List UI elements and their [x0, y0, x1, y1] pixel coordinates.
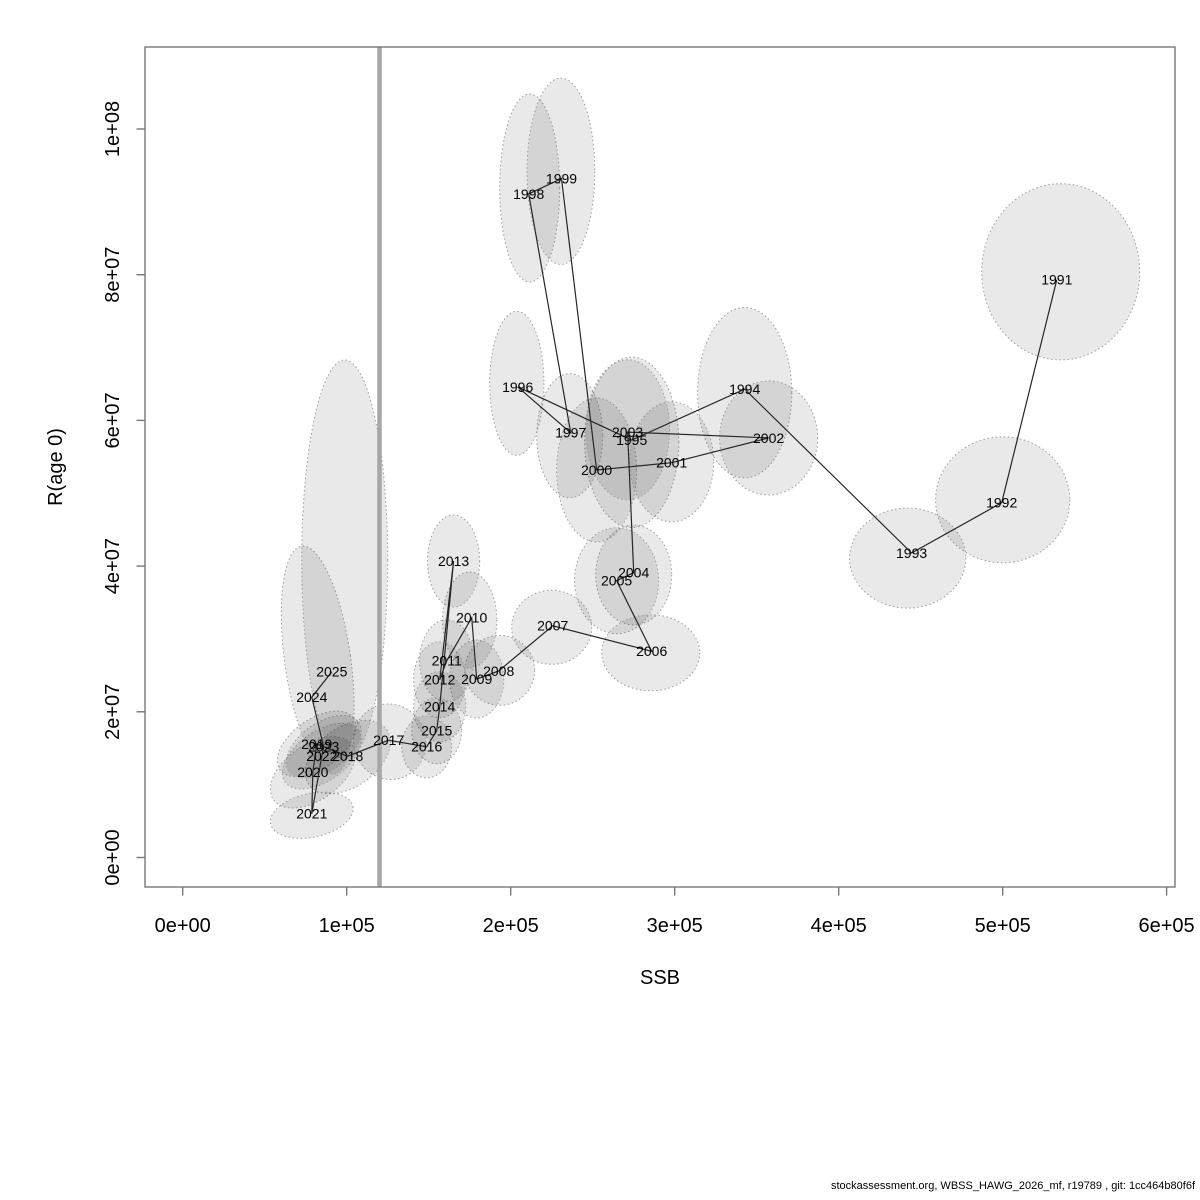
- year-label-2006: 2006: [636, 643, 667, 659]
- x-tick-label: 3e+05: [647, 915, 703, 937]
- confidence-ellipses-layer: [269, 77, 1141, 839]
- year-label-1994: 1994: [729, 381, 760, 397]
- year-label-2025: 2025: [316, 664, 347, 680]
- year-label-1992: 1992: [986, 495, 1017, 511]
- confidence-ellipse-1997: [536, 373, 604, 499]
- year-label-2012: 2012: [424, 672, 455, 688]
- x-tick-label: 2e+05: [483, 915, 539, 937]
- year-label-2008: 2008: [483, 663, 514, 679]
- year-label-2007: 2007: [537, 618, 568, 634]
- confidence-ellipse-1998: [499, 93, 561, 283]
- confidence-ellipse-2024: [280, 545, 355, 775]
- x-axis-title: SSB: [640, 967, 680, 989]
- confidence-ellipse-2006: [601, 614, 701, 692]
- year-label-2002: 2002: [753, 430, 784, 446]
- year-label-2016: 2016: [411, 739, 442, 755]
- plot-frame: [144, 46, 1176, 888]
- year-label-2005: 2005: [601, 573, 632, 589]
- year-label-1996: 1996: [502, 379, 533, 395]
- year-label-2020: 2020: [297, 764, 328, 780]
- year-label-2021: 2021: [296, 806, 327, 822]
- y-tick-label: 0e+00: [102, 829, 124, 885]
- x-tick-label: 4e+05: [811, 915, 867, 937]
- y-tick-label: 8e+07: [102, 247, 124, 303]
- year-label-2014: 2014: [424, 699, 455, 715]
- y-tick-label: 2e+07: [102, 684, 124, 740]
- y-tick-label: 6e+07: [102, 392, 124, 448]
- year-label-1999: 1999: [546, 171, 577, 187]
- y-axis: 0e+00 2e+07 4e+07 6e+07 8e+07 1e+08: [102, 101, 145, 886]
- year-label-2004: 2004: [618, 565, 649, 581]
- year-label-2018: 2018: [332, 748, 363, 764]
- year-label-2000: 2000: [581, 462, 612, 478]
- year-label-2013: 2013: [438, 553, 469, 569]
- x-tick-label: 0e+00: [155, 915, 211, 937]
- confidence-ellipse-2025: [301, 359, 389, 762]
- year-label-2003: 2003: [612, 424, 643, 440]
- confidence-ellipse-1991: [981, 183, 1141, 361]
- y-tick-label: 4e+07: [102, 538, 124, 594]
- confidence-ellipse-2018: [304, 719, 391, 795]
- year-label-2023: 2023: [308, 739, 339, 755]
- confidence-ellipse-1999: [526, 77, 596, 265]
- year-label-2015: 2015: [421, 723, 452, 739]
- x-tick-label: 1e+05: [319, 915, 375, 937]
- year-label-2010: 2010: [456, 610, 487, 626]
- year-label-1998: 1998: [513, 186, 544, 202]
- x-tick-label: 5e+05: [975, 915, 1031, 937]
- year-label-2017: 2017: [373, 732, 404, 748]
- year-label-2019: 2019: [301, 736, 332, 752]
- year-label-2011: 2011: [432, 653, 462, 669]
- y-axis-title: R(age 0): [45, 428, 67, 506]
- year-label-1995: 1995: [616, 432, 647, 448]
- y-tick-label: 1e+08: [102, 101, 124, 157]
- year-label-2001: 2001: [656, 455, 687, 471]
- confidence-ellipse-1993: [849, 507, 967, 609]
- year-label-1991: 1991: [1041, 272, 1072, 288]
- confidence-ellipse-1996: [489, 310, 545, 456]
- x-tick-label: 6e+05: [1139, 915, 1195, 937]
- year-label-2024: 2024: [296, 689, 327, 705]
- year-label-2009: 2009: [461, 671, 492, 687]
- year-connector-line: [311, 177, 1058, 814]
- x-axis: 0e+00 1e+05 2e+05 3e+05 4e+05 5e+05 6e+05: [155, 887, 1195, 937]
- confidence-ellipse-2004: [595, 524, 673, 626]
- year-label-2022: 2022: [306, 748, 337, 764]
- year-label-1997: 1997: [555, 425, 586, 441]
- confidence-ellipse-2021: [269, 791, 354, 839]
- confidence-ellipse-1994: [697, 307, 793, 479]
- year-label-1993: 1993: [896, 545, 927, 561]
- footer-credit: stockassessment.org, WBSS_HAWG_2026_mf, …: [831, 1180, 1195, 1192]
